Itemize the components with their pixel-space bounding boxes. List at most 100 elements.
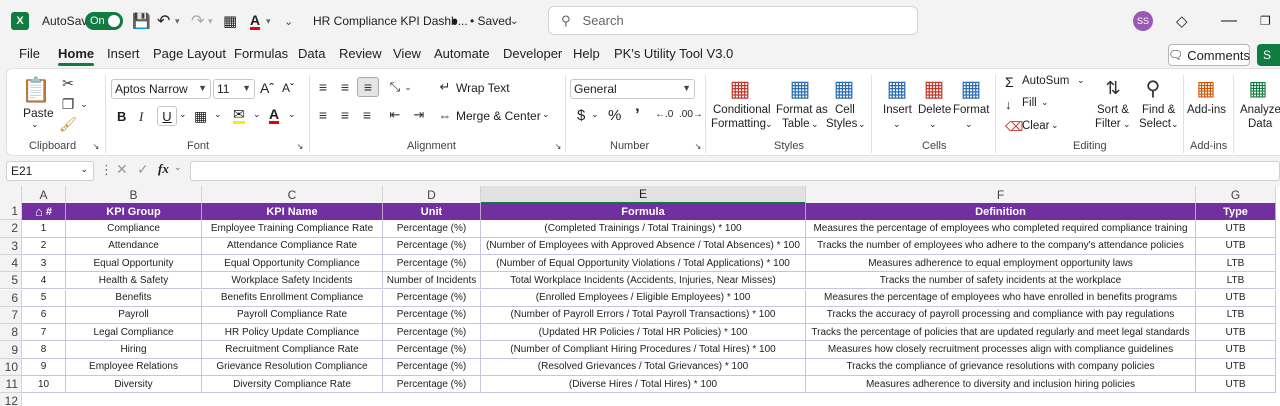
table-cell[interactable]: Tracks the number of safety incidents at… — [806, 272, 1196, 290]
currency-dropdown-icon[interactable]: ⌄ — [591, 109, 599, 119]
table-header-cell[interactable]: KPI Group — [66, 203, 202, 221]
table-cell[interactable]: Attendance — [66, 237, 202, 255]
insert-cells-icon[interactable]: ▦ — [886, 76, 908, 101]
table-header-cell[interactable]: Type — [1196, 203, 1276, 221]
clear-dropdown-icon[interactable]: ⌄ — [1051, 120, 1059, 130]
table-cell[interactable]: Number of Incidents — [383, 272, 481, 290]
merge-center-icon[interactable]: ⇔ — [438, 107, 452, 123]
fill-button[interactable]: Fill — [1022, 97, 1037, 109]
table-cell[interactable]: Tracks the number of employees who adher… — [806, 237, 1196, 255]
table-cell[interactable]: 5 — [22, 289, 66, 307]
increase-decimal-icon[interactable]: ←.0 — [655, 109, 674, 120]
table-cell[interactable]: Employee Relations — [66, 358, 202, 376]
autosum-icon[interactable]: Σ — [1005, 74, 1014, 90]
table-cell[interactable]: Measures how closely recruitment process… — [806, 341, 1196, 359]
font-color-icon[interactable]: A — [269, 106, 280, 124]
copy-dropdown-icon[interactable]: ⌄ — [80, 98, 88, 109]
table-cell[interactable]: Recruitment Compliance Rate — [202, 341, 383, 359]
sort-filter-label-2[interactable]: Filter — [1095, 118, 1121, 130]
copy-icon[interactable]: ❐ — [61, 95, 75, 112]
table-cell[interactable]: Tracks the compliance of grievance resol… — [806, 358, 1196, 376]
merge-dropdown-icon[interactable]: ⌄ — [542, 109, 550, 119]
table-header-cell[interactable]: Unit — [383, 203, 481, 221]
avatar[interactable]: SS — [1133, 11, 1153, 31]
delete-cells-icon[interactable]: ▦ — [923, 76, 945, 101]
table-cell[interactable]: 7 — [22, 324, 66, 342]
tab-view[interactable]: View — [393, 46, 421, 61]
comments-button[interactable]: 🗨 Comments — [1168, 44, 1250, 66]
saved-dropdown-icon[interactable]: ⌄ — [510, 15, 519, 27]
table-cell[interactable]: Benefits — [66, 289, 202, 307]
table-cell[interactable]: Legal Compliance — [66, 324, 202, 342]
clear-icon[interactable]: ⌫ — [1005, 119, 1024, 134]
merge-center-button[interactable]: Merge & Center — [456, 109, 541, 123]
column-header-d[interactable]: D — [383, 186, 481, 204]
analyze-data-label-1[interactable]: Analyze — [1240, 104, 1280, 116]
increase-font-icon[interactable]: Aˆ — [260, 80, 274, 96]
borders-icon[interactable]: ▦ — [223, 13, 238, 30]
table-cell[interactable]: 6 — [22, 306, 66, 325]
table-cell[interactable]: Measures the percentage of employees who… — [806, 289, 1196, 307]
table-cell[interactable]: (Resolved Grievances / Total Grievances)… — [481, 358, 806, 376]
table-cell[interactable]: Equal Opportunity Compliance — [202, 254, 383, 273]
search-box[interactable]: ⚲ Search — [548, 6, 918, 35]
analyze-data-label-2[interactable]: Data — [1248, 118, 1273, 130]
row-header-11[interactable]: 11 — [0, 376, 22, 394]
align-right-icon[interactable]: ≡ — [362, 107, 372, 123]
format-as-table-label-1[interactable]: Format as — [776, 104, 828, 116]
underline-icon[interactable]: U — [157, 106, 177, 126]
column-header-f[interactable]: F — [806, 186, 1196, 204]
table-cell[interactable]: UTB — [1196, 324, 1276, 342]
cell-styles-icon[interactable]: ▦ — [833, 76, 855, 101]
font-color-icon[interactable]: A — [250, 11, 261, 30]
add-ins-button[interactable]: Add-ins — [1187, 104, 1226, 116]
tab-automate[interactable]: Automate — [434, 46, 490, 61]
column-header-c[interactable]: C — [202, 186, 383, 204]
find-select-label-1[interactable]: Find & — [1142, 104, 1176, 116]
row-header-5[interactable]: 5 — [0, 272, 22, 290]
row-header-12[interactable]: 12 — [0, 393, 22, 406]
minimize-icon[interactable]: — — [1221, 12, 1237, 29]
table-cell[interactable]: Benefits Enrollment Compliance — [202, 289, 383, 307]
percent-icon[interactable]: % — [608, 107, 622, 124]
table-cell[interactable]: 2 — [22, 237, 66, 255]
cell-styles-dropdown-icon[interactable]: ⌄ — [858, 119, 866, 129]
table-cell[interactable]: UTB — [1196, 220, 1276, 238]
number-format-select[interactable]: General ▼ — [570, 79, 695, 99]
clipboard-launcher-icon[interactable]: ↘ — [92, 141, 100, 151]
table-cell[interactable]: Workplace Safety Incidents — [202, 272, 383, 290]
table-cell[interactable]: Percentage (%) — [383, 289, 481, 307]
table-cell[interactable]: Measures adherence to equal employment o… — [806, 254, 1196, 273]
fill-color-icon[interactable]: ✉ — [233, 106, 245, 124]
tab-file[interactable]: File — [19, 46, 40, 61]
font-color-dropdown-icon[interactable]: ▾ — [266, 15, 271, 26]
autosum-button[interactable]: AutoSum — [1022, 75, 1070, 87]
table-cell[interactable]: Health & Safety — [66, 272, 202, 290]
table-cell[interactable]: UTB — [1196, 341, 1276, 359]
table-header-cell[interactable]: Formula — [481, 203, 806, 221]
table-cell[interactable]: Diversity Compliance Rate — [202, 376, 383, 394]
clear-button[interactable]: Clear — [1022, 120, 1050, 132]
row-header-4[interactable]: 4 — [0, 254, 22, 273]
font-name-select[interactable]: Aptos Narrow ▼ — [111, 79, 211, 99]
conditional-dropdown-icon[interactable]: ⌄ — [765, 119, 773, 129]
table-cell[interactable]: Compliance — [66, 220, 202, 238]
align-middle-icon[interactable]: ≡ — [340, 79, 350, 95]
redo-icon[interactable]: ↷ — [191, 13, 205, 30]
italic-icon[interactable]: I — [139, 109, 144, 124]
table-cell[interactable]: Equal Opportunity — [66, 254, 202, 273]
table-cell[interactable]: Percentage (%) — [383, 306, 481, 325]
column-header-a[interactable]: A — [22, 186, 66, 204]
table-header-cell[interactable]: ⌂ # — [22, 203, 66, 221]
column-header-e[interactable]: E — [481, 186, 806, 204]
borders-dropdown-icon[interactable]: ⌄ — [214, 109, 222, 119]
table-cell[interactable]: 3 — [22, 254, 66, 273]
autosave-toggle[interactable]: On — [85, 12, 123, 30]
enter-icon[interactable]: ✓ — [137, 161, 149, 177]
table-cell[interactable]: Payroll Compliance Rate — [202, 306, 383, 325]
sort-dropdown-icon[interactable]: ⌄ — [1123, 119, 1131, 129]
table-header-cell[interactable]: Definition — [806, 203, 1196, 221]
sensitivity-icon[interactable]: ● — [451, 14, 459, 28]
formula-input[interactable] — [190, 161, 1280, 181]
